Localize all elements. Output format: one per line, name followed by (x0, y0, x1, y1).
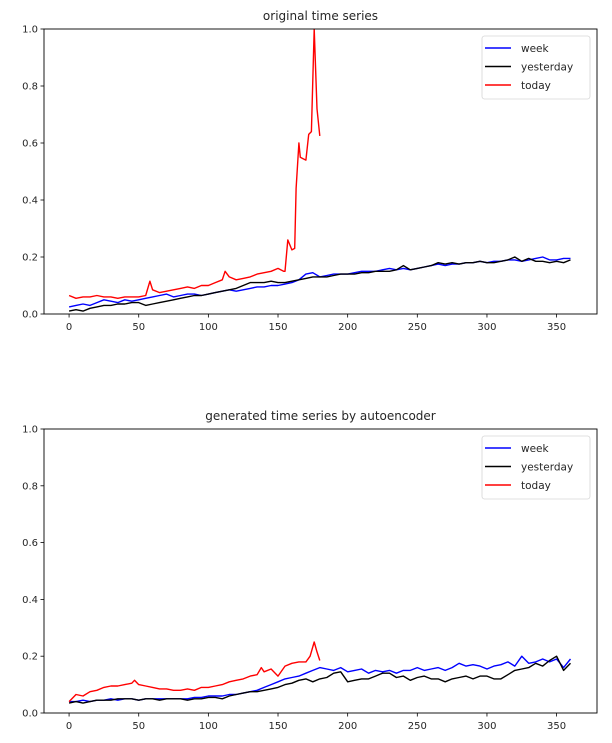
y-tick-label: 0.8 (22, 82, 38, 93)
x-tick-label: 50 (132, 322, 145, 333)
legend-box (481, 435, 591, 500)
x-tick-label: 300 (477, 322, 496, 333)
chart-panel-1: original time series 0 50 100 150 200 250 300 35… (22, 9, 598, 333)
x-tick-label: 250 (408, 322, 427, 333)
legend-label-week: week (521, 43, 550, 55)
legend: week yesterday today (481, 35, 591, 100)
legend-label-today: today (521, 480, 551, 492)
x-tick-label: 350 (547, 322, 566, 333)
chart-title: original time series (263, 9, 378, 23)
x-tick-label: 250 (408, 721, 427, 732)
x-tick-label: 100 (199, 721, 218, 732)
series-group (68, 641, 572, 704)
series-group (68, 29, 571, 312)
axes-frame (43, 28, 598, 315)
x-tick-label: 50 (132, 721, 145, 732)
legend: week yesterday today (481, 435, 591, 500)
y-tick-label: 0.0 (22, 709, 38, 720)
legend-label-today: today (521, 80, 551, 92)
y-tick-label: 0.8 (22, 481, 38, 492)
y-tick-label: 1.0 (22, 25, 38, 36)
y-tick-label: 1.0 (22, 425, 38, 436)
x-tick-label: 100 (199, 322, 218, 333)
y-tick-label: 0.4 (22, 196, 38, 207)
chart-panel-2: generated time series by autoencoder 0 50 1… (22, 409, 598, 732)
x-tick-label: 200 (338, 721, 357, 732)
x-tick-label: 200 (338, 322, 357, 333)
x-tick-label: 0 (66, 721, 72, 732)
y-tick-label: 0.2 (22, 253, 38, 264)
y-tick-label: 0.6 (22, 139, 38, 150)
legend-label-yesterday: yesterday (521, 62, 573, 74)
series-line-today (68, 641, 321, 703)
series-line-yesterday (68, 256, 571, 312)
legend-label-week: week (521, 443, 550, 455)
axes-frame (43, 428, 598, 714)
x-tick-label: 300 (477, 721, 496, 732)
y-tick-label: 0.2 (22, 652, 38, 663)
x-tick-label: 0 (66, 322, 72, 333)
chart-title: generated time series by autoencoder (205, 409, 436, 423)
series-line-yesterday (68, 655, 572, 704)
x-tick-label: 150 (268, 721, 287, 732)
x-tick-label: 350 (547, 721, 566, 732)
series-line-today (68, 29, 321, 299)
series-line-week (68, 256, 571, 308)
y-tick-label: 0.6 (22, 538, 38, 549)
y-tick-label: 0.4 (22, 595, 38, 606)
y-tick-label: 0.0 (22, 310, 38, 321)
x-tick-label: 150 (268, 322, 287, 333)
legend-box (481, 35, 591, 100)
legend-label-yesterday: yesterday (521, 462, 573, 474)
